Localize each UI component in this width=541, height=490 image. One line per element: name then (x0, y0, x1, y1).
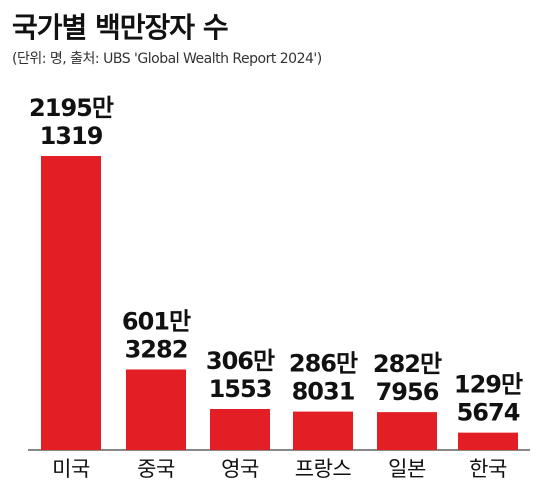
chart-title: 국가별 백만장자 수 (12, 11, 229, 44)
value-label-4-0: 282만 (373, 350, 442, 378)
bar-1 (126, 369, 186, 450)
value-label-4-1: 7956 (376, 378, 439, 406)
category-label-4: 일본 (388, 457, 426, 481)
value-label-2-1: 1553 (209, 375, 272, 403)
bar-0 (41, 156, 101, 450)
category-label-0: 미국 (52, 457, 90, 481)
bar-4 (377, 412, 437, 450)
value-label-0-0: 2195만 (29, 94, 114, 122)
value-label-2-0: 306만 (206, 347, 275, 375)
bar-3 (293, 411, 353, 450)
category-label-2: 영국 (221, 457, 259, 481)
chart-subtitle: (단위: 명, 출처: UBS 'Global Wealth Report 20… (12, 51, 322, 67)
value-label-1-0: 601만 (122, 307, 191, 335)
bar-5 (458, 432, 518, 450)
value-label-5-0: 129만 (454, 371, 523, 399)
category-label-3: 프랑스 (295, 457, 352, 481)
value-label-3-0: 286만 (289, 350, 358, 378)
category-label-5: 한국 (469, 457, 507, 481)
category-label-1: 중국 (137, 457, 175, 481)
bar-2 (210, 408, 270, 450)
value-label-1-1: 3282 (125, 335, 188, 363)
value-label-0-1: 1319 (40, 122, 103, 150)
value-label-3-1: 8031 (292, 378, 355, 406)
value-label-5-1: 5674 (457, 399, 520, 427)
